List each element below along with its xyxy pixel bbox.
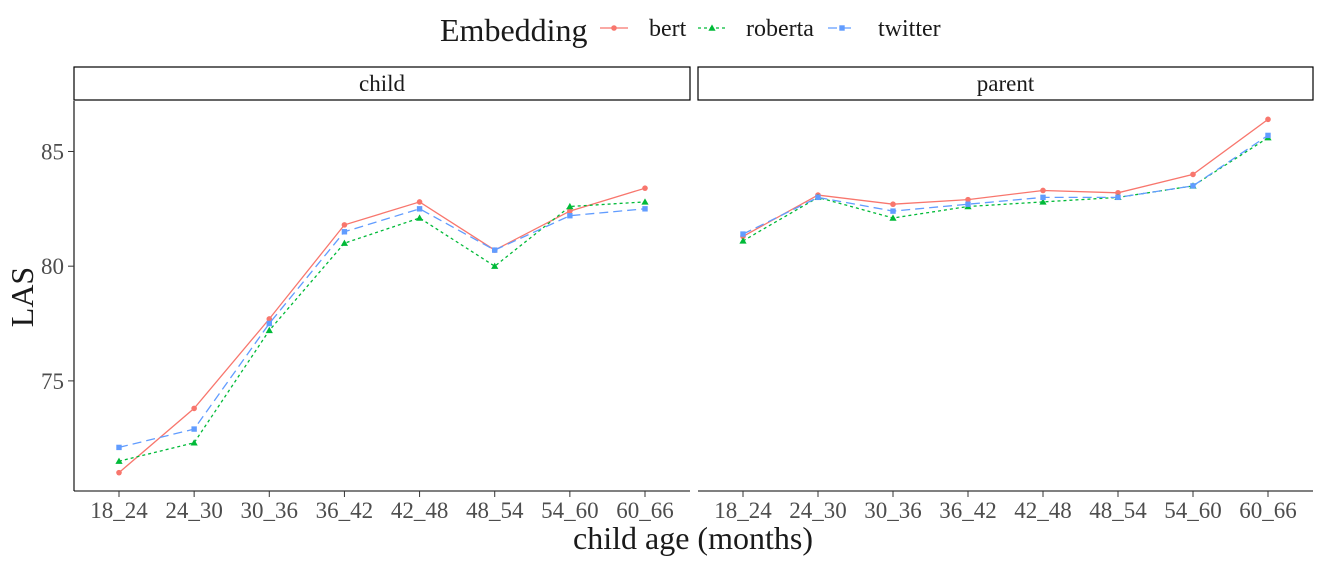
strip-label-child: child [359,71,405,96]
point-child-bert-36_42 [341,222,348,228]
series-line-parent-bert [742,118,1269,237]
panel-parent: parent 18_24 24_30 30_36 36_42 42_48 48_54 54_6… [697,66,1314,523]
y-tick-label-85: 85 [41,139,64,164]
point-child-twitter-18_24 [116,444,122,451]
point-child-roberta-18_24 [115,457,123,464]
series-line-parent-roberta [742,137,1269,242]
point-parent-twitter-54_60 [1190,183,1196,189]
point-child-twitter-36_42 [341,229,348,235]
series-parent-bert [740,116,1271,240]
x-tick-label-parent-30_36: 30_36 [864,498,922,523]
x-tick-label-child-18_24: 18_24 [90,498,148,523]
legend-key-marker-twitter [839,25,845,31]
x-tick-label-child-42_48: 42_48 [391,498,449,523]
legend-label-roberta: roberta [746,16,814,42]
point-child-roberta-36_42 [340,239,349,246]
point-child-bert-54_60 [567,208,573,214]
x-tick-label-child-24_30: 24_30 [165,498,223,523]
strip-parent [697,66,1314,101]
x-axis-title: child age (months) [573,520,813,556]
point-parent-bert-54_60 [1190,171,1196,178]
point-child-bert-30_36 [266,316,273,322]
legend-title: Embedding [440,12,588,48]
point-child-roberta-48_54 [491,262,499,269]
legend-key-marker-bert [611,25,617,31]
point-parent-bert-30_36 [890,201,896,208]
panel-child: child 75 80 85 18_24 24_30 30_36 36_42 42_48 48_5… [41,66,691,523]
x-tick-label-child-54_60: 54_60 [541,498,599,523]
legend-key-marker-roberta [708,24,716,31]
x-tick-label-child-48_54: 48_54 [466,498,524,523]
point-parent-twitter-60_66 [1265,132,1271,139]
point-child-roberta-30_36 [265,326,273,334]
point-parent-roberta-18_24 [739,237,747,244]
x-tick-label-parent-48_54: 48_54 [1089,498,1147,523]
series-line-child-twitter [118,208,646,449]
x-tick-label-parent-36_42: 36_42 [939,498,997,523]
legend-item-bert: bert [600,16,687,42]
point-child-twitter-54_60 [567,213,573,219]
point-child-bert-24_30 [191,405,197,412]
point-child-bert-60_66 [642,185,648,191]
series-child-twitter [116,206,648,451]
legend: Embedding bert roberta twitter [440,12,941,48]
x-tick-label-child-30_36: 30_36 [241,498,299,523]
y-tick-label-75: 75 [41,369,64,394]
point-child-twitter-42_48 [416,206,423,212]
x-tick-label-parent-18_24: 18_24 [714,498,772,523]
point-parent-bert-48_54 [1115,189,1121,196]
point-parent-twitter-18_24 [740,231,746,237]
point-parent-bert-42_48 [1040,187,1046,194]
legend-items: bert roberta twitter [600,16,941,42]
x-tick-label-child-60_66: 60_66 [616,498,674,523]
point-child-roberta-24_30 [190,439,198,446]
x-tick-label-parent-54_60: 54_60 [1164,498,1222,523]
point-parent-bert-36_42 [965,196,971,203]
series-child-bert [116,185,648,476]
point-parent-bert-60_66 [1265,116,1271,123]
point-parent-twitter-48_54 [1115,194,1121,201]
strip-child [73,66,691,101]
strip-label-parent: parent [977,71,1035,96]
y-axis-title: LAS [4,267,40,327]
point-parent-twitter-30_36 [890,208,896,214]
series-child-roberta [115,198,649,464]
x-tick-label-parent-60_66: 60_66 [1239,498,1297,523]
point-child-twitter-24_30 [191,426,197,432]
point-parent-roberta-42_48 [1039,198,1047,205]
series-line-parent-twitter [742,134,1269,235]
point-parent-twitter-42_48 [1040,194,1046,201]
point-parent-roberta-30_36 [889,214,897,221]
series-line-child-roberta [118,201,646,462]
x-tick-label-parent-24_30: 24_30 [789,498,847,523]
panels: child 75 80 85 18_24 24_30 30_36 36_42 42_48 48_5… [41,66,1314,523]
x-tick-label-child-36_42: 36_42 [316,498,374,523]
series-parent-roberta [739,134,1272,244]
point-parent-twitter-24_30 [815,194,821,201]
point-child-bert-18_24 [116,469,122,476]
point-child-twitter-48_54 [492,247,498,253]
legend-item-twitter: twitter [828,16,941,42]
point-parent-twitter-36_42 [965,201,971,207]
point-child-roberta-60_66 [641,198,649,205]
series-parent-twitter [740,132,1271,237]
x-tick-label-parent-42_48: 42_48 [1014,498,1072,523]
point-child-bert-42_48 [416,199,423,205]
legend-label-bert: bert [649,16,687,42]
y-tick-label-80: 80 [41,254,64,279]
legend-item-roberta: roberta [698,16,814,42]
point-child-roberta-42_48 [415,214,424,221]
point-child-roberta-54_60 [566,202,574,210]
point-child-twitter-60_66 [642,206,648,212]
series-line-child-bert [118,187,646,474]
legend-label-twitter: twitter [878,16,941,42]
point-child-twitter-30_36 [266,320,272,327]
